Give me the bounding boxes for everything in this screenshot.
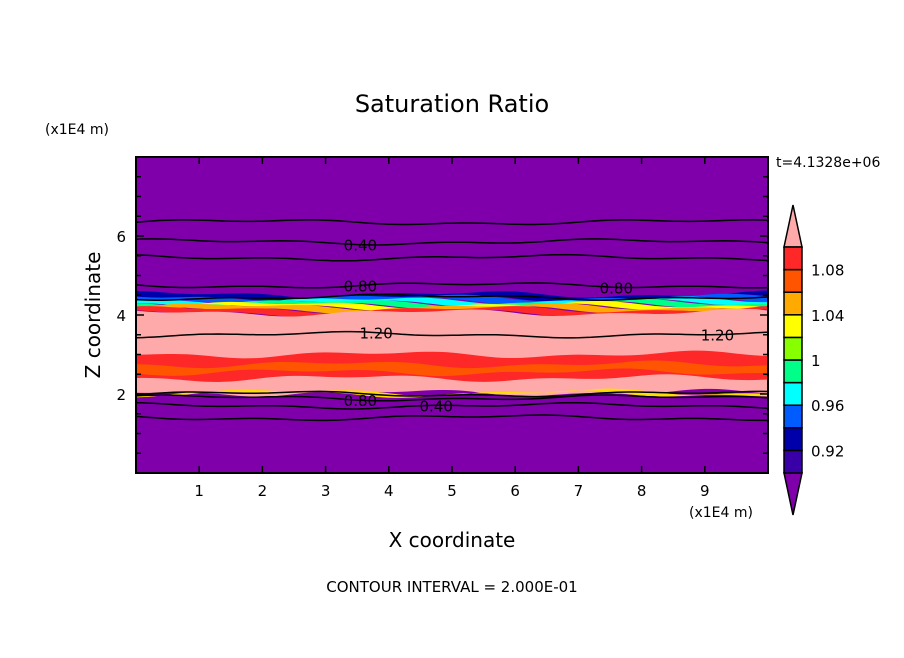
colorbar-box [783,449,803,474]
chart-title: Saturation Ratio [355,90,549,118]
contour-label: 0.40 [344,237,377,255]
colorbar-box [783,404,803,429]
colorbar-label: 0.92 [811,442,844,460]
contour-line [136,253,768,262]
y-tick-label: 6 [116,228,126,246]
y-tick-label: 4 [116,307,126,325]
contour-band [136,305,768,317]
contour-label: 0.40 [419,397,452,415]
colorbar-label: 1.04 [811,307,844,325]
contour-band [136,388,768,398]
contour-line [136,414,768,422]
x-tick-label: 8 [637,482,647,500]
contour-band [136,350,768,382]
footer-contour-interval: CONTOUR INTERVAL = 2.000E-01 [326,578,577,596]
contour-line [136,293,768,301]
contour-line [136,282,768,289]
colorbar-box [783,314,803,339]
y-scale-label: (x1E4 m) [45,122,109,138]
colorbar: 0.92 0.96 1 1.04 1.08 [783,204,844,516]
colorbar-box [783,359,803,384]
contour-label: 1.20 [359,325,392,343]
contour-lines: 0.40 0.80 0.80 1.20 1.20 0.80 0.40 [136,219,768,422]
colorbar-box [783,427,803,452]
x-tick-label: 5 [447,482,457,500]
x-tick-label: 9 [700,482,710,500]
contour-line [136,394,768,402]
contour-line [136,390,768,398]
contour-band [136,303,768,314]
x-tick-label: 7 [574,482,584,500]
x-tick-label: 6 [510,482,520,500]
colorbar-box [783,291,803,316]
x-axis-label: X coordinate [389,528,516,552]
x-tick-label: 1 [194,482,204,500]
contour-line [136,330,768,339]
y-tick-label: 2 [116,386,126,404]
y-axis-label: Z coordinate [81,252,105,379]
contour-line [136,401,768,410]
colorbar-box [783,246,803,271]
contour-label: 0.80 [600,279,633,297]
colorbar-box [783,268,803,293]
contour-label: 0.80 [344,278,377,296]
colorbar-under-triangle [783,472,803,516]
colorbar-label: 1.08 [811,262,844,280]
contour-band [136,360,768,377]
contour-field [136,157,768,473]
contour-line [136,219,768,226]
time-label: t=4.1328e+06 [776,155,880,171]
colorbar-label: 1 [811,352,821,370]
contour-line [136,238,768,246]
x-tick-label: 3 [321,482,331,500]
contour-label: 0.80 [344,392,377,410]
x-scale-label: (x1E4 m) [689,505,753,521]
x-tick-label: 2 [258,482,268,500]
contour-band [136,301,768,311]
contour-band [136,298,768,309]
contour-label: 1.20 [701,327,734,345]
colorbar-box [783,381,803,406]
colorbar-over-triangle [783,204,803,248]
colorbar-label: 0.96 [811,397,844,415]
colorbar-box [783,336,803,361]
x-tick-label: 4 [384,482,394,500]
